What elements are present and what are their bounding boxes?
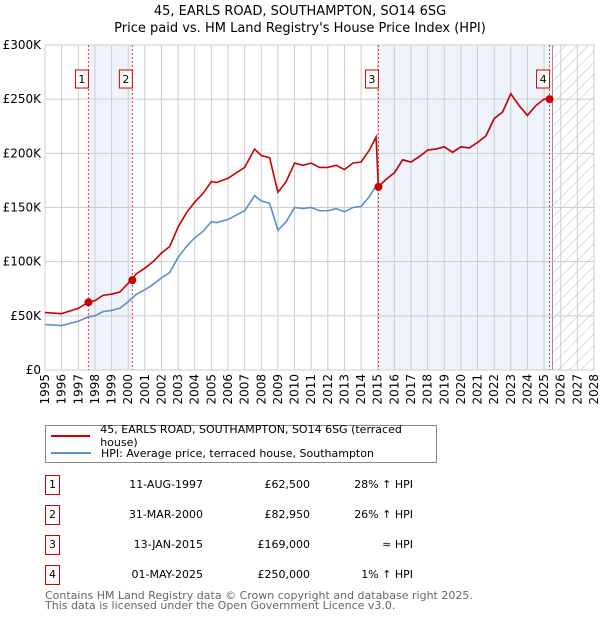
legend-label-hpi: HPI: Average price, terraced house, Sout…	[101, 446, 374, 460]
y-tick-label: £150K	[3, 201, 43, 215]
transaction-number: 4	[45, 565, 60, 585]
x-tick-label: 1997	[71, 374, 85, 405]
y-tick-label: £300K	[3, 38, 43, 52]
x-tick-label: 2021	[471, 374, 485, 405]
x-tick-label: 1998	[88, 374, 102, 405]
transaction-hpi-comparison: ≈ HPI	[382, 538, 413, 551]
x-tick-label: 1996	[55, 374, 69, 405]
transaction-price: £169,000	[257, 538, 311, 551]
property-series-line	[44, 92, 550, 315]
y-tick-label: £250K	[3, 92, 43, 106]
legend-swatch-property	[51, 435, 91, 437]
x-tick-label: 2011	[304, 374, 318, 405]
x-tick-label: 2017	[404, 374, 418, 405]
x-tick-label: 1999	[105, 374, 119, 405]
sale-point	[128, 276, 137, 285]
y-tick-label: £50K	[10, 309, 42, 323]
x-tick-label: 2010	[288, 374, 302, 405]
legend-label-property: 45, EARLS ROAD, SOUTHAMPTON, SO14 6SG (t…	[100, 423, 402, 449]
transaction-date: 13-JAN-2015	[133, 538, 203, 551]
chart-title: 45, EARLS ROAD, SOUTHAMPTON, SO14 6SG	[153, 4, 447, 19]
transaction-number: 2	[45, 505, 60, 525]
x-tick-label: 2028	[587, 374, 600, 405]
sale-label-box	[536, 69, 551, 89]
y-tick-label: £100K	[3, 255, 43, 269]
legend: 45, EARLS ROAD, SOUTHAMPTON, SO14 6SG (t…	[45, 423, 437, 463]
x-tick-label: 2019	[437, 374, 451, 405]
sale-point	[374, 182, 383, 191]
transaction-row: 4 01-MAY-2025 £250,000 1% ↑ HPI	[45, 565, 445, 585]
x-tick-label: 2022	[487, 374, 501, 405]
footer-copyright: Contains HM Land Registry data © Crown c…	[45, 589, 473, 602]
sale-label: 2	[122, 73, 129, 86]
x-tick-label: 2025	[537, 374, 551, 405]
legend-swatch-hpi	[51, 452, 91, 454]
transaction-number: 1	[45, 475, 60, 495]
transaction-row: 1 11-AUG-1997 £62,500 28% ↑ HPI	[45, 475, 445, 495]
sale-point	[545, 95, 554, 104]
transaction-date: 11-AUG-1997	[129, 478, 203, 491]
x-tick-label: 2004	[188, 374, 202, 405]
x-tick-label: 2000	[121, 374, 135, 405]
transaction-hpi-comparison: 26% ↑ HPI	[354, 508, 413, 521]
sale-label-box	[364, 69, 379, 89]
x-tick-label: 2024	[520, 374, 534, 405]
legend-item-property: 45, EARLS ROAD, SOUTHAMPTON, SO14 6SG (t…	[46, 423, 436, 449]
price-chart: 1995 1996 1997 1998 1999 2000 2001 2002 2003 2004…	[3, 38, 600, 405]
x-tick-label: 2006	[221, 374, 235, 405]
x-tick-label: 2027	[570, 374, 584, 405]
sale-label: 4	[540, 73, 547, 86]
x-tick-label: 2005	[204, 374, 218, 405]
x-tick-label: 2020	[454, 374, 468, 405]
x-tick-label: 2003	[171, 374, 185, 405]
x-tick-label: 2012	[321, 374, 335, 405]
transaction-price: £82,950	[264, 508, 311, 521]
sale-label-box	[74, 69, 89, 89]
transaction-number: 3	[45, 535, 60, 555]
sale-label: 3	[368, 73, 375, 86]
x-tick-label: 2015	[371, 374, 385, 405]
x-tick-label: 2014	[354, 374, 368, 405]
transaction-price: £250,000	[257, 568, 311, 581]
transaction-row: 2 31-MAR-2000 £82,950 26% ↑ HPI	[45, 505, 445, 525]
x-tick-label: 2013	[337, 374, 351, 405]
sale-label-box	[118, 69, 133, 89]
transaction-row: 3 13-JAN-2015 £169,000 ≈ HPI	[45, 535, 445, 555]
x-tick-label: 2007	[238, 374, 252, 405]
transaction-hpi-comparison: 28% ↑ HPI	[354, 478, 413, 491]
y-tick-label: £200K	[3, 146, 43, 160]
transaction-hpi-comparison: 1% ↑ HPI	[361, 568, 413, 581]
legend-item-hpi: HPI: Average price, terraced house, Sout…	[46, 445, 374, 461]
x-tick-label: 2023	[504, 374, 518, 405]
x-tick-label: 2026	[554, 374, 568, 405]
footer-licence: This data is licensed under the Open Gov…	[45, 599, 396, 612]
x-tick-label: 2008	[254, 374, 268, 405]
x-tick-label: 2016	[387, 374, 401, 405]
plot-frame	[44, 44, 595, 371]
transaction-price: £62,500	[264, 478, 311, 491]
x-tick-label: 2018	[421, 374, 435, 405]
transaction-date: 31-MAR-2000	[128, 508, 203, 521]
x-tick-label: 1995	[38, 374, 52, 405]
sale-point	[84, 298, 93, 307]
transaction-date: 01-MAY-2025	[131, 568, 203, 581]
x-tick-label: 2009	[271, 374, 285, 405]
x-tick-label: 2001	[138, 374, 152, 405]
chart-subtitle: Price paid vs. HM Land Registry's House …	[114, 21, 486, 36]
y-tick-label: £0	[26, 363, 41, 377]
x-tick-label: 2002	[154, 374, 168, 405]
sale-label: 1	[78, 73, 85, 86]
